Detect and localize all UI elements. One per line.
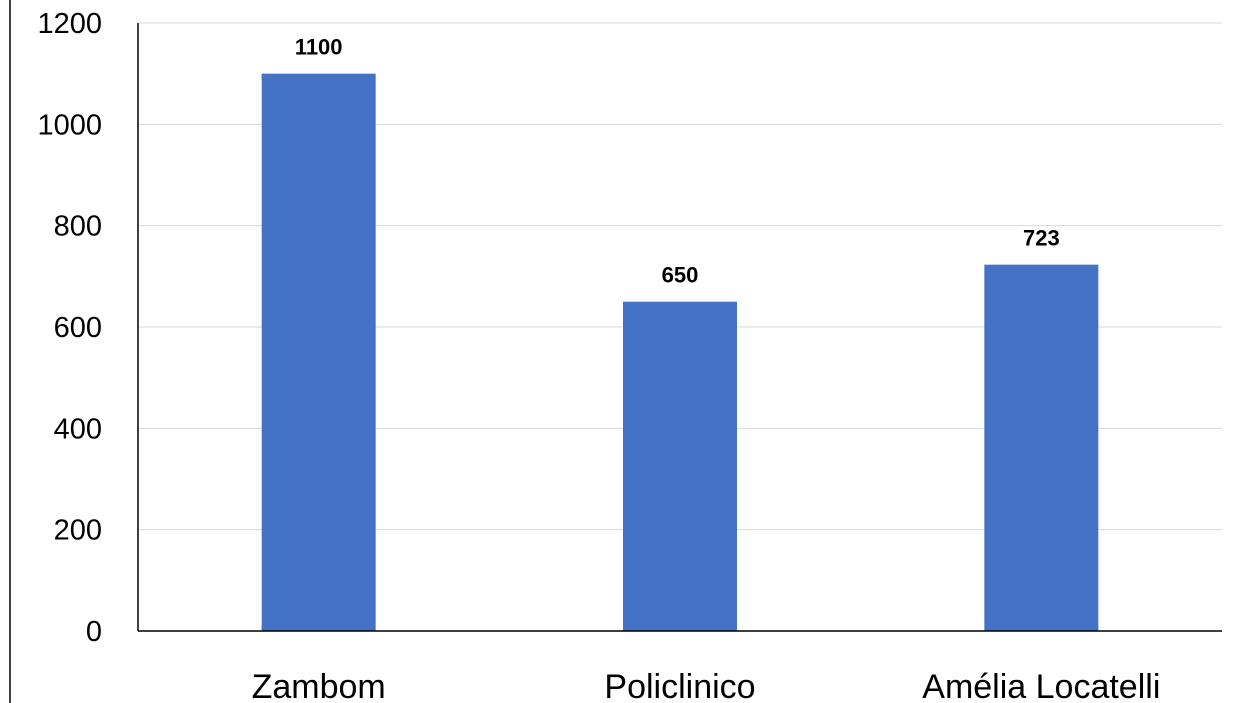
category-label: Zambom xyxy=(252,668,386,703)
bars xyxy=(261,73,1099,631)
bar xyxy=(623,301,737,631)
bar xyxy=(261,73,376,631)
y-tick-label: 1200 xyxy=(37,8,102,40)
category-label: Policlinico xyxy=(604,668,755,703)
data-label: 723 xyxy=(1023,226,1060,251)
data-labels: 1100 650 723 xyxy=(295,35,1060,288)
data-label: 650 xyxy=(662,263,699,288)
axes xyxy=(9,0,1222,703)
y-tick-label: 200 xyxy=(54,515,102,547)
y-tick-label: 600 xyxy=(54,312,102,344)
y-tick-label: 0 xyxy=(86,616,102,648)
y-tick-label: 1000 xyxy=(37,109,102,141)
data-label: 1100 xyxy=(295,35,343,60)
y-tick-label: 400 xyxy=(54,413,102,445)
bar xyxy=(984,264,1099,631)
y-tick-label: 800 xyxy=(54,211,102,243)
category-labels: Zambom Policlinico Amélia Locatelli xyxy=(252,668,1161,703)
category-label: Amélia Locatelli xyxy=(922,668,1160,703)
y-tick-labels: 0 200 400 600 800 1000 1200 xyxy=(37,8,102,648)
